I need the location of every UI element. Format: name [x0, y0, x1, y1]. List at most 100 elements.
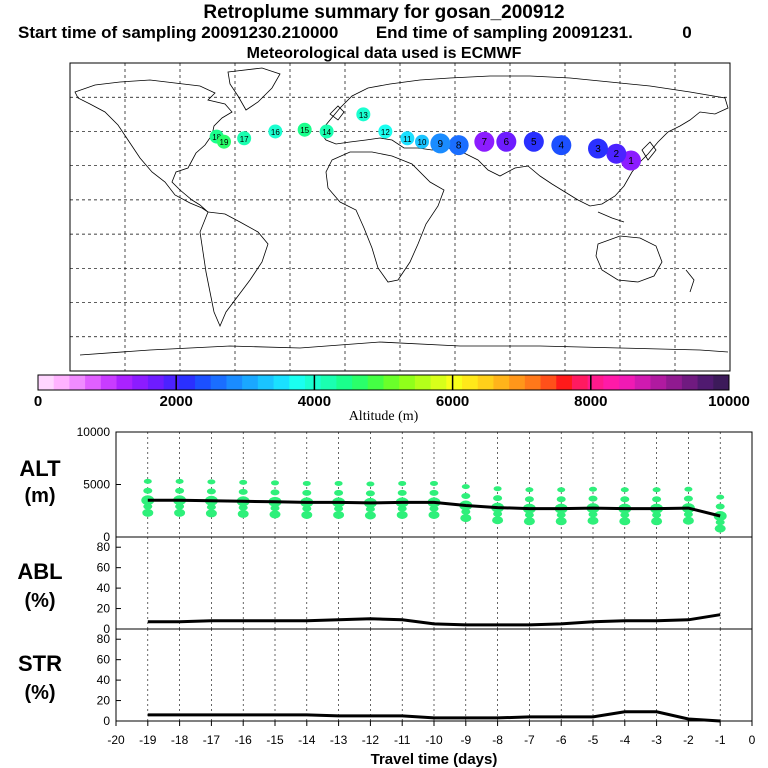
panel-str: 0 20 40 60 80 STR (%)	[18, 628, 753, 728]
colorbar-segment	[352, 375, 369, 390]
colorbar-segment	[446, 375, 463, 390]
x-tick-label: -7	[524, 733, 535, 747]
colorbar-segment	[226, 375, 243, 390]
alt-marker	[364, 511, 376, 520]
x-tick-label: -19	[139, 733, 157, 747]
alt-marker	[493, 486, 502, 492]
colorbar-tick-label: 0	[34, 393, 42, 410]
x-tick-label: 0	[749, 733, 756, 747]
alt-marker	[143, 478, 152, 484]
alt-marker	[652, 511, 662, 518]
x-tick-label: -16	[235, 733, 253, 747]
colorbar-segment	[603, 375, 620, 390]
plume-label-14: 14	[322, 128, 331, 137]
plume-marker-3	[588, 138, 608, 159]
alt-marker	[556, 496, 566, 503]
alt-marker	[365, 490, 375, 497]
colorbar-segment	[69, 375, 86, 390]
alt-marker	[366, 481, 375, 487]
plume-label-18: 18	[212, 133, 221, 142]
alt-marker	[461, 493, 471, 500]
colorbar: 0 2000 4000 6000 8000 10000 Altitude (m)	[34, 374, 750, 424]
x-tick-label: -1	[715, 733, 726, 747]
plume-marker-12	[378, 124, 393, 139]
panel-abl: 0 20 40 60 80 ABL (%)	[17, 536, 753, 636]
x-tick-label: -8	[492, 733, 503, 747]
colorbar-segment	[650, 375, 667, 390]
alt-label: ALT	[19, 456, 61, 481]
plume-marker-19	[217, 134, 231, 149]
plume-marker-8	[448, 135, 469, 156]
x-tick-label: -13	[330, 733, 348, 747]
alt-marker	[524, 511, 534, 518]
alt-marker	[589, 486, 597, 492]
abl-unit: (%)	[24, 590, 55, 612]
plume-label-11: 11	[403, 135, 412, 144]
plume-label-1: 1	[628, 156, 634, 167]
plume-label-15: 15	[300, 126, 309, 135]
str-label: STR	[18, 651, 62, 676]
colorbar-segment	[430, 375, 447, 390]
alt-marker	[682, 516, 694, 525]
alt-marker	[334, 489, 344, 496]
alt-marker	[238, 488, 248, 495]
colorbar-tick-label: 4000	[298, 393, 331, 410]
alt-marker	[206, 504, 216, 511]
alt-marker	[334, 505, 344, 512]
str-unit: (%)	[24, 682, 55, 704]
alt-marker	[524, 496, 534, 503]
y-tick-label: 40	[97, 581, 111, 595]
y-tick-label: 80	[97, 540, 111, 554]
alt-marker	[237, 509, 249, 518]
plume-label-4: 4	[559, 141, 565, 152]
alt-marker	[430, 480, 438, 486]
x-tick-label: -18	[171, 733, 189, 747]
alt-marker	[271, 480, 279, 486]
alt-marker	[302, 480, 311, 486]
colorbar-segment	[289, 375, 306, 390]
colorbar-segment	[477, 375, 494, 390]
colorbar-segment	[210, 375, 227, 390]
colorbar-segment	[556, 375, 573, 390]
x-tick-label: -12	[362, 733, 380, 747]
plume-marker-6	[496, 131, 517, 152]
alt-marker	[333, 510, 345, 519]
colorbar-segment	[147, 375, 165, 390]
x-tick-label: -15	[266, 733, 284, 747]
colorbar-segment	[116, 375, 133, 390]
plume-marker-4	[551, 135, 572, 156]
plume-label-13: 13	[359, 111, 368, 120]
x-axis: -20 -19 -18 -17 -16 -15 -14 -13 -12 -11 -10 -9 -8 -7-…	[107, 721, 756, 768]
alt-marker	[716, 494, 725, 500]
end-time: End time of sampling 20091231.	[375, 23, 633, 42]
alt-marker	[651, 517, 663, 526]
alt-line	[147, 498, 721, 518]
colorbar-segment	[257, 375, 275, 390]
colorbar-segment	[462, 375, 479, 390]
alt-marker	[620, 511, 630, 518]
alt-marker	[493, 510, 503, 517]
colorbar-segment	[163, 375, 180, 390]
colorbar-segment	[587, 375, 604, 390]
alt-marker	[207, 479, 216, 485]
alt-marker	[429, 489, 439, 496]
colorbar-segment	[53, 375, 70, 390]
x-tick-label: -3	[651, 733, 662, 747]
alt-marker	[397, 489, 407, 496]
alt-marker	[588, 495, 598, 502]
alt-unit: (m)	[24, 485, 55, 507]
plume-marker-17	[237, 131, 252, 146]
x-tick-label: -11	[394, 733, 411, 747]
alt-marker	[461, 508, 471, 515]
y-tick-label: 40	[97, 673, 111, 687]
colorbar-tick-label: 2000	[160, 393, 193, 410]
x-tick-label: -10	[425, 733, 443, 747]
plume-marker-15	[297, 122, 312, 137]
plume-label-2: 2	[614, 149, 620, 160]
alt-marker	[523, 517, 535, 526]
colorbar-segment	[666, 375, 683, 390]
alt-marker	[460, 514, 472, 523]
alt-marker	[398, 480, 407, 486]
alt-marker	[142, 508, 154, 517]
